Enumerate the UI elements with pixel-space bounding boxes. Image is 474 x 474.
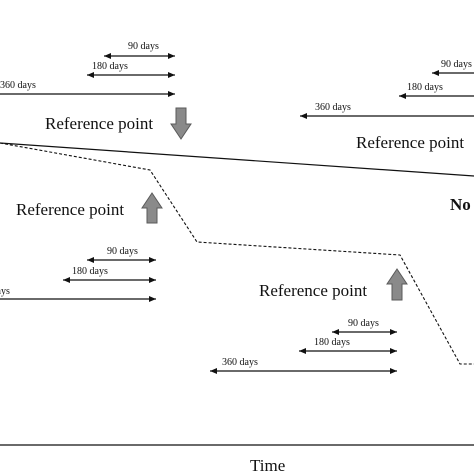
top-left-window-group: 90 days 180 days 360 days Reference poin… [0, 41, 192, 140]
bottom-right-reference-point-label: Reference point [259, 281, 367, 300]
time-axis-label: Time [250, 456, 285, 474]
top-right-360-days-label: 360 days [315, 102, 351, 113]
down-arrow-icon [170, 107, 192, 140]
solid-series-line [0, 142, 474, 177]
dashed-series-line [0, 142, 474, 365]
middle-left-window-group: Reference point 90 days 180 days 360 day… [0, 192, 163, 302]
up-arrow-icon [141, 192, 163, 224]
top-right-window-group: 90 days 180 days 360 days Reference poin… [300, 59, 474, 152]
middle-left-reference-point-label: Reference point [16, 200, 124, 219]
bottom-right-180-days-label: 180 days [314, 337, 350, 348]
middle-left-90-days-label: 90 days [107, 246, 138, 257]
bottom-right-90-days-label: 90 days [348, 318, 379, 329]
top-right-90-days-label: 90 days [441, 59, 472, 70]
top-left-90-days-label: 90 days [128, 41, 159, 52]
middle-left-180-days-label: 180 days [72, 266, 108, 277]
bottom-right-360-days-label: 360 days [222, 357, 258, 368]
bottom-right-window-group: Reference point 90 days 180 days 360 day… [210, 268, 408, 374]
no-label: No [450, 195, 471, 214]
top-left-reference-point-label: Reference point [45, 114, 153, 133]
top-right-reference-point-label: Reference point [356, 133, 464, 152]
top-left-360-days-label: 360 days [0, 80, 36, 91]
up-arrow-icon [386, 268, 408, 301]
top-left-180-days-label: 180 days [92, 61, 128, 72]
middle-left-360-days-label: 360 days [0, 286, 10, 297]
top-right-180-days-label: 180 days [407, 82, 443, 93]
